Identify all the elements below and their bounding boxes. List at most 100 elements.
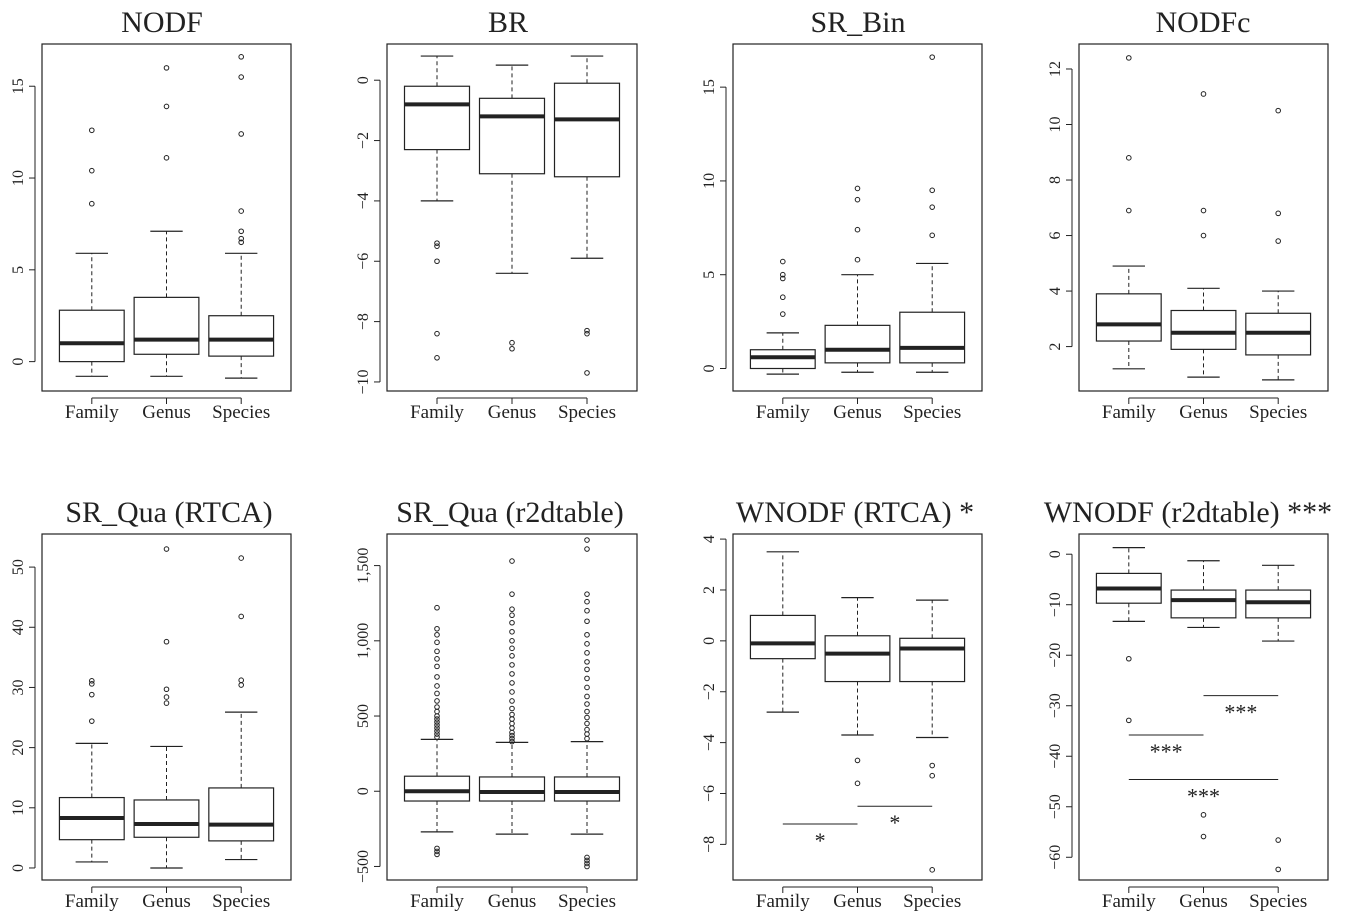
outlier-point [434, 656, 440, 662]
box-genus [133, 65, 200, 377]
box-iqr [58, 309, 125, 363]
x-tick-label: Genus [142, 402, 191, 423]
outlier-point [509, 720, 515, 727]
chart-title: SR_Qua (RTCA) [65, 496, 272, 529]
significance-label: * [815, 828, 826, 853]
outlier-point [584, 726, 590, 733]
box-species [1245, 564, 1312, 873]
box-genus [824, 597, 891, 787]
x-tick-label: Genus [488, 402, 537, 423]
outlier-point [1126, 717, 1132, 724]
outlier-point [1126, 655, 1132, 662]
plot-frame [1078, 43, 1329, 392]
outlier-point [854, 757, 861, 764]
outlier-point [238, 677, 244, 684]
outlier-point [929, 204, 936, 210]
y-tick-label: 6 [1047, 232, 1064, 240]
box-iqr [478, 776, 546, 802]
y-tick-label: −500 [355, 850, 372, 883]
box-genus [1170, 91, 1237, 378]
outlier-point [509, 345, 515, 352]
chart-title: SR_Qua (r2dtable) [396, 496, 623, 529]
plot-frame [386, 533, 638, 881]
chart-panel-1: NODF 0 5 10 15 Family Genus Species [10, 6, 292, 423]
y-tick-label: −20 [1047, 643, 1064, 668]
outlier-point [434, 716, 440, 722]
y-tick-label: −4 [701, 734, 718, 751]
box-species [899, 599, 966, 873]
outlier-point [163, 65, 170, 71]
x-tick-label: Genus [833, 891, 882, 912]
y-tick-label: 40 [10, 619, 27, 635]
outlier-point [1275, 866, 1281, 873]
outlier-point [238, 555, 244, 561]
outlier-point [584, 666, 590, 673]
outlier-point [584, 327, 590, 334]
outlier-point [1200, 207, 1207, 214]
y-tick-label: 5 [701, 271, 718, 279]
plot-frame [1078, 533, 1329, 881]
outlier-point [584, 370, 590, 376]
outlier-point [584, 857, 590, 864]
x-tick-label: Species [558, 891, 616, 912]
outlier-point [238, 235, 244, 242]
box-genus [133, 546, 200, 869]
outlier-point [434, 734, 440, 740]
x-tick-label: Family [1102, 402, 1156, 423]
box-genus [478, 64, 546, 352]
y-tick-label: 0 [10, 358, 27, 366]
chart-title: NODFc [1156, 6, 1251, 39]
box-iqr [899, 311, 966, 364]
chart-title: NODF [121, 6, 203, 39]
outlier-point [1200, 812, 1207, 818]
outlier-point [434, 713, 440, 719]
outlier-point [509, 606, 515, 613]
box-iqr [1170, 589, 1237, 619]
outlier-point [434, 663, 440, 670]
box-family [403, 55, 471, 361]
y-tick-label: 500 [355, 704, 372, 728]
outlier-point [929, 772, 936, 779]
chart-panel-6: SR_Qua (r2dtable) −500 0 500 1,000 1,500 Famil… [355, 496, 638, 912]
outlier-point [238, 228, 244, 235]
outlier-point [584, 735, 590, 742]
outlier-point [854, 226, 861, 233]
chart-panel-2: BR 0 −2 −4 −6 −8 −10 Family Genus Species [355, 6, 638, 423]
outlier-point [509, 645, 515, 652]
outlier-point [238, 74, 244, 80]
outlier-point [434, 330, 440, 337]
chart-panel-7: WNODF (RTCA) * 4 2 0 −2 −4 −6 −8 Family Genus Spec… [701, 496, 983, 912]
outlier-point [434, 648, 440, 655]
outlier-point [434, 604, 440, 611]
outlier-point [238, 54, 244, 60]
significance-label: *** [1224, 700, 1257, 725]
y-tick-label: −10 [355, 369, 372, 394]
box-iqr [208, 315, 275, 357]
outlier-point [509, 725, 515, 731]
box-iqr [403, 85, 471, 151]
y-tick-label: 10 [10, 170, 27, 186]
y-tick-label: −4 [355, 192, 372, 209]
box-species [899, 54, 966, 373]
outlier-point [509, 671, 515, 677]
y-tick-label: −8 [355, 313, 372, 330]
y-tick-label: 0 [355, 76, 372, 84]
outlier-point [509, 619, 515, 626]
outlier-point [509, 591, 515, 597]
outlier-point [509, 732, 515, 739]
outlier-point [780, 294, 786, 301]
chart-title: SR_Bin [810, 6, 905, 39]
chart-title: BR [488, 6, 528, 39]
y-tick-label: −6 [701, 785, 718, 802]
box-species [208, 555, 275, 861]
chart-panel-5: SR_Qua (RTCA) 0 10 20 30 40 50 Family Genus Speci… [10, 496, 292, 912]
outlier-point [584, 618, 590, 625]
outlier-point [434, 725, 440, 731]
outlier-point [584, 854, 590, 861]
plot-frame [732, 43, 983, 392]
outlier-point [89, 678, 95, 684]
outlier-point [509, 738, 515, 745]
outlier-point [929, 867, 936, 873]
box-family [749, 551, 816, 713]
